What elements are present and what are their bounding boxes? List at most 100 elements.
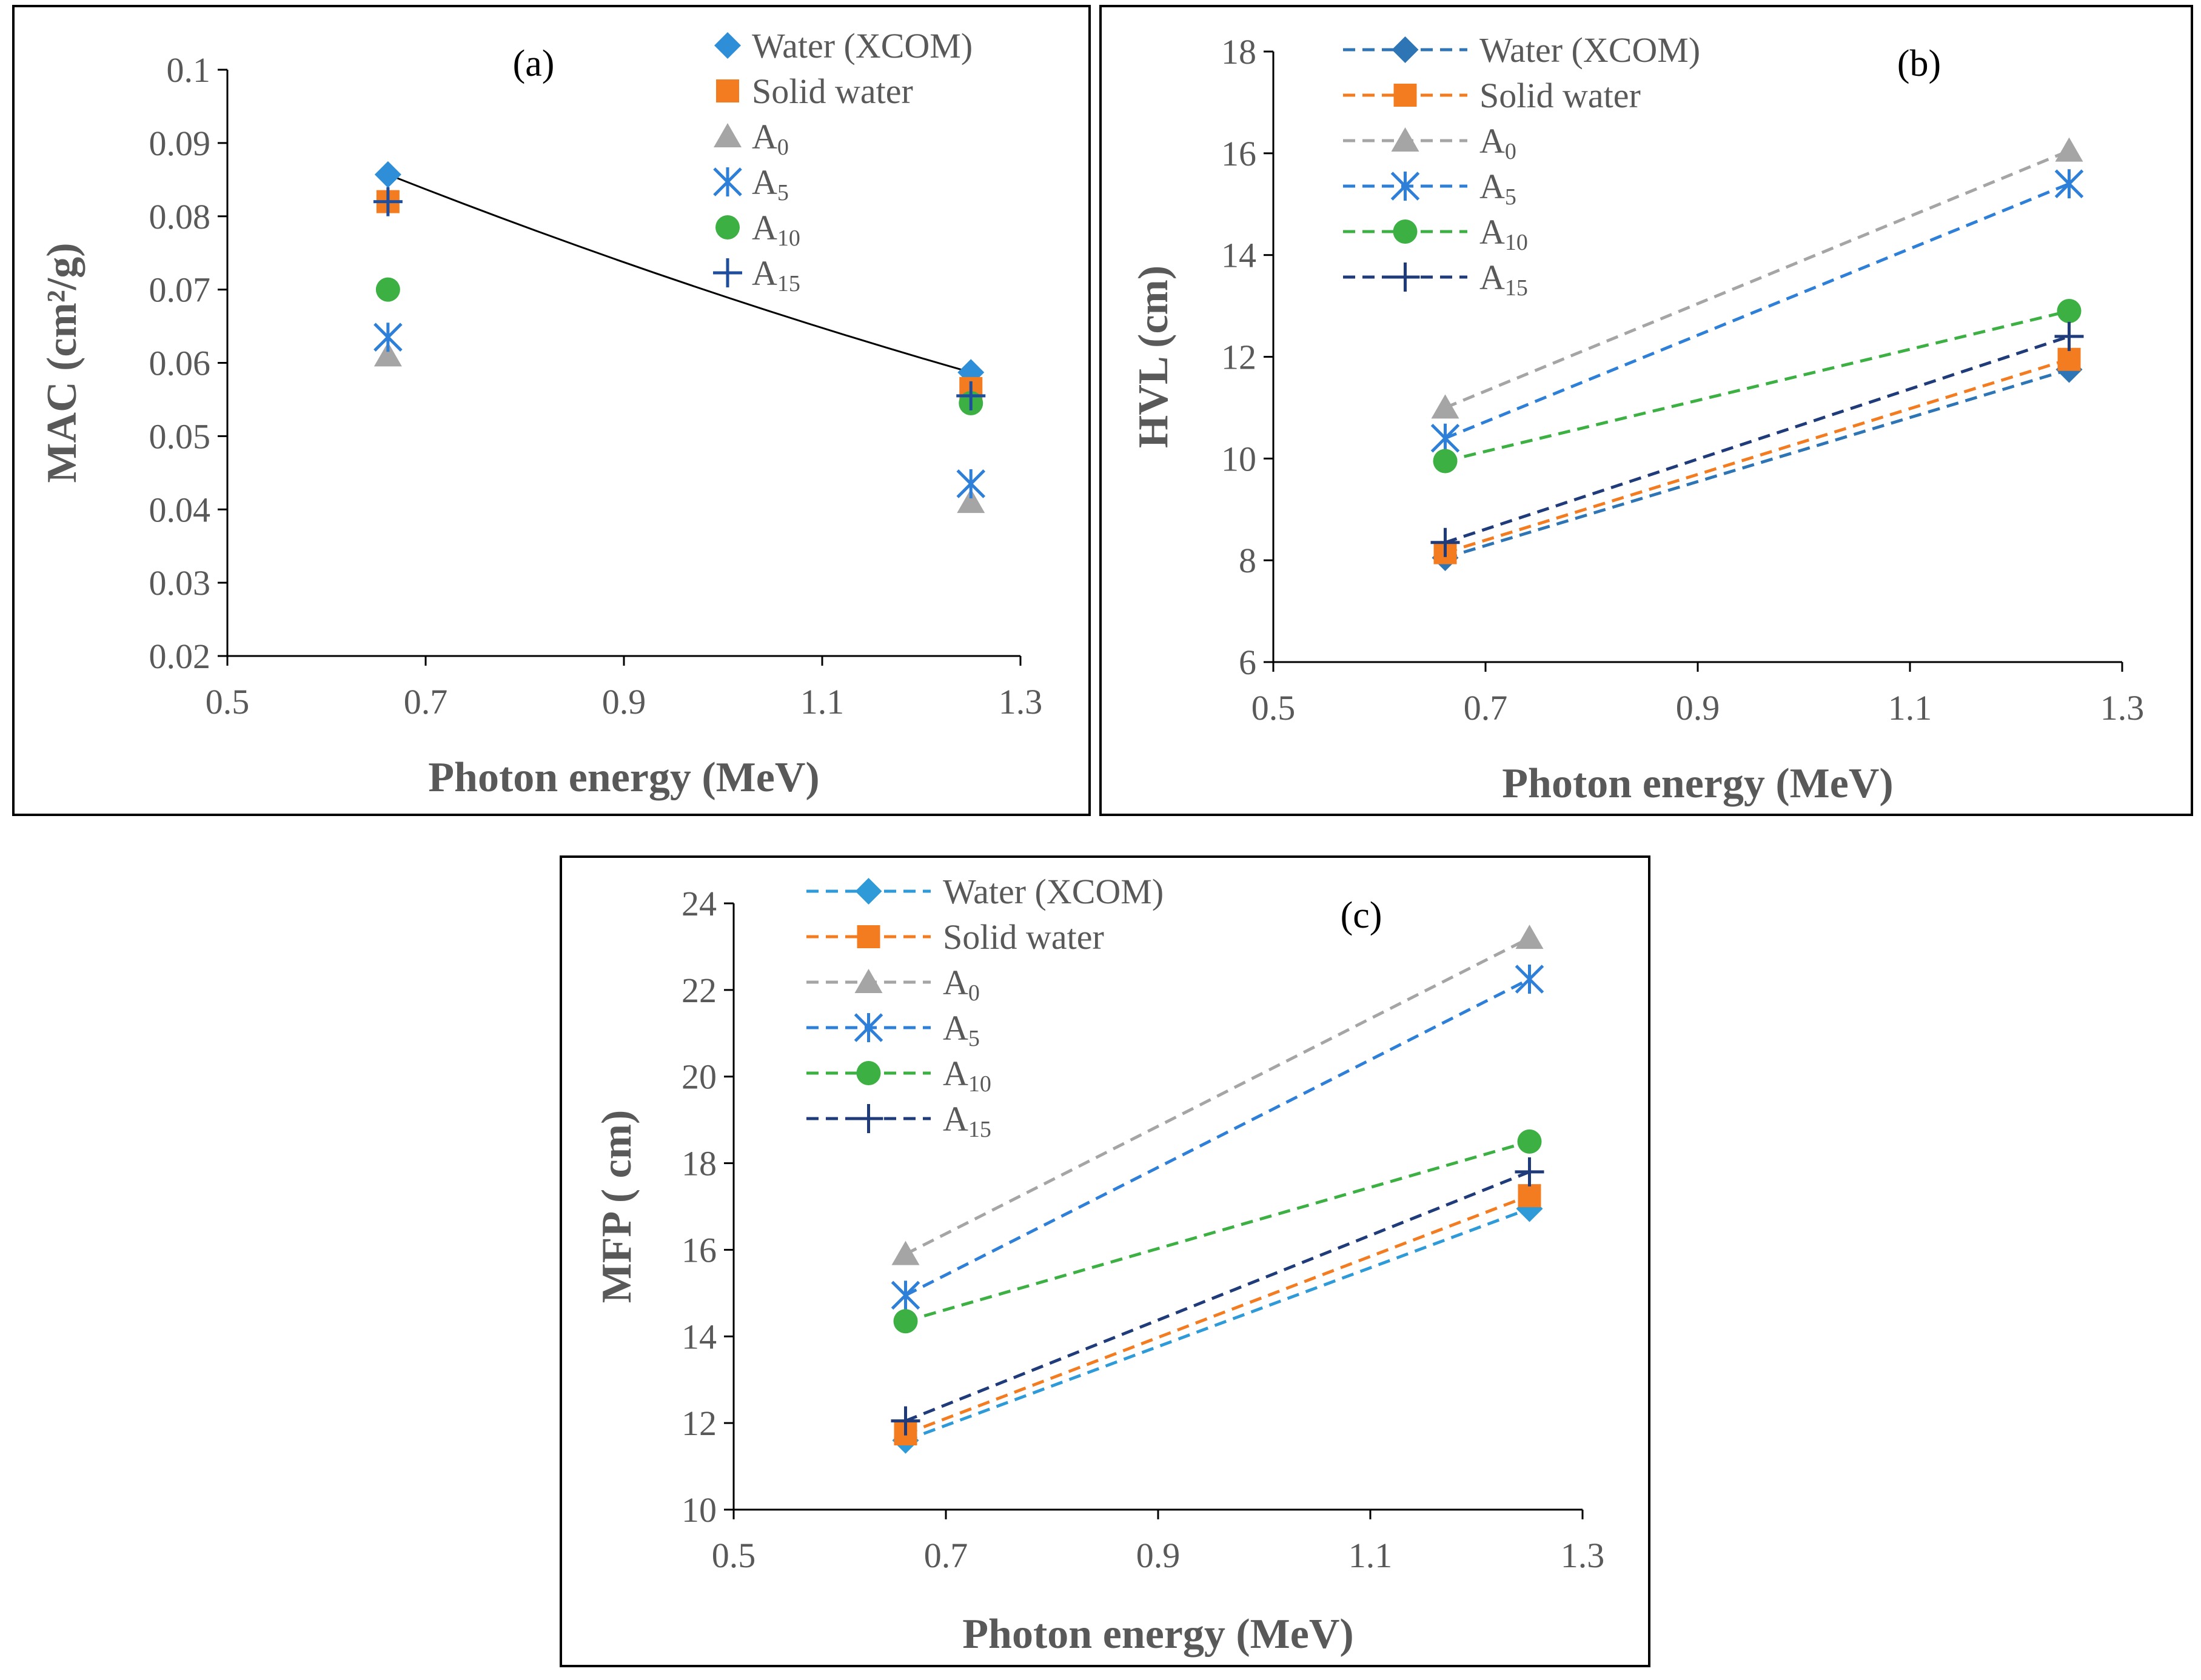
b-series-5: [1430, 321, 2084, 557]
c-legend-label: A15: [943, 1099, 991, 1142]
a-legend-label: A5: [752, 162, 789, 206]
c-legend-label: Water (XCOM): [943, 872, 1164, 911]
c-y-tick-label: 18: [682, 1144, 717, 1183]
c-series-line: [905, 977, 1530, 1297]
a-y-tick-label: 0.09: [149, 124, 211, 163]
a-y-tick-label: 0.02: [149, 637, 211, 676]
c-series-5: [891, 1157, 1544, 1436]
a-series-5: [373, 187, 986, 410]
b-series-line: [1444, 335, 2070, 544]
a-legend-marker: [715, 215, 740, 239]
b-series-line: [1444, 358, 2070, 554]
c-x-tick-label: 0.7: [924, 1536, 968, 1575]
a-y-tick-label: 0.06: [149, 344, 211, 383]
b-y-tick-label: 6: [1239, 643, 1256, 682]
c-data-point: [1517, 1129, 1542, 1154]
b-legend-label: Water (XCOM): [1479, 30, 1700, 70]
a-x-tick-label: 1.3: [999, 682, 1043, 721]
a-data-point: [375, 277, 400, 302]
b-legend-marker: [1393, 219, 1418, 244]
b-series-1: [1433, 347, 2081, 564]
a-data-point: [374, 323, 403, 352]
a-data-point: [374, 342, 402, 367]
b-x-tick-label: 0.5: [1251, 688, 1296, 728]
c-series-line: [905, 936, 1530, 1256]
c-series-3: [891, 965, 1544, 1310]
c-data-point: [1515, 1157, 1544, 1186]
a-legend-label: A15: [752, 253, 800, 296]
a-y-tick-label: 0.03: [149, 563, 211, 603]
b-y-tick-label: 10: [1221, 439, 1256, 478]
c-x-tick-label: 0.5: [712, 1536, 756, 1575]
c-legend-label: A5: [943, 1008, 980, 1051]
panel-b: 6 8 10 12 14 16 18 0.5 0.7 0.9 1.1 1.3 Photon energy…: [1130, 30, 2144, 807]
c-series-line: [905, 1194, 1530, 1436]
b-data-point: [2054, 321, 2084, 351]
panel-a: 0.02 0.03 0.04 0.05 0.06 0.07 0.08 0.09 0.1 0.5 0.…: [39, 26, 1042, 801]
b-series-line: [1444, 149, 2070, 409]
c-legend-marker: [854, 1104, 883, 1133]
c-x-tick-label: 0.9: [1136, 1536, 1181, 1575]
c-y-tick-label: 20: [682, 1057, 717, 1097]
a-y-tick-label: 0.07: [149, 270, 211, 310]
panel-a-frame: [12, 5, 1091, 816]
a-legend-label: A0: [752, 117, 789, 160]
c-data-point: [1518, 1184, 1541, 1208]
c-y-tick-label: 16: [682, 1230, 717, 1270]
c-legend-marker: [854, 969, 883, 993]
a-legend-marker: [713, 258, 742, 287]
a-trendline: [387, 173, 971, 373]
b-legend-marker: [1392, 36, 1419, 63]
c-legend-marker: [856, 1061, 881, 1085]
a-x-tick-label: 0.5: [206, 682, 250, 721]
b-legend-label: A0: [1479, 121, 1516, 164]
b-data-point: [2057, 298, 2082, 323]
b-legend-marker: [1391, 127, 1419, 152]
c-series-line: [905, 1140, 1530, 1323]
b-y-tick-label: 8: [1239, 541, 1256, 580]
b-legend-label: A5: [1479, 167, 1516, 210]
b-series-line: [1444, 309, 2070, 463]
b-legend-label: Solid water: [1479, 76, 1641, 115]
a-x-tick-label: 0.7: [404, 682, 448, 721]
b-legend-marker: [1393, 84, 1417, 107]
a-series-2: [374, 342, 985, 514]
c-y-tick-label: 12: [682, 1404, 717, 1443]
a-legend-label: Water (XCOM): [752, 26, 973, 65]
a-y-tick-label: 0.05: [149, 417, 211, 456]
b-data-point: [2055, 137, 2083, 162]
b-data-point: [1431, 394, 1459, 419]
c-data-point: [1515, 925, 1544, 949]
b-data-point: [2054, 169, 2084, 199]
b-y-tick-label: 16: [1221, 134, 1256, 173]
b-series-2: [1431, 137, 2083, 419]
c-legend-label: Solid water: [943, 917, 1104, 957]
c-series-line: [905, 1170, 1530, 1422]
a-y-tick-label: 0.08: [149, 197, 211, 236]
a-y-axis-title: MAC (cm²/g): [39, 243, 85, 483]
a-x-tick-label: 1.1: [800, 682, 845, 721]
b-y-axis-title: HVL (cm): [1130, 266, 1177, 448]
c-legend-marker: [857, 925, 880, 948]
c-legend-label: A0: [943, 963, 980, 1006]
b-data-point: [1430, 527, 1460, 557]
b-panel-label: (b): [1897, 43, 1941, 84]
c-data-point: [891, 1406, 920, 1436]
c-data-point: [891, 1280, 920, 1310]
panel-c-frame: [560, 855, 1650, 1667]
c-series-line: [905, 1207, 1530, 1442]
a-x-axis-title: Photon energy (MeV): [428, 754, 819, 801]
c-legend-marker: [854, 1013, 883, 1042]
panel-b-frame: [1099, 5, 2193, 816]
c-panel-label: (c): [1341, 895, 1382, 936]
b-data-point: [2057, 347, 2081, 371]
panel-c: 10 12 14 16 18 20 22 24 0.5 0.7 0.9 1.1 1.3 Photon en…: [594, 872, 1604, 1658]
b-y-tick-label: 14: [1221, 236, 1256, 275]
c-data-point: [1515, 965, 1544, 994]
c-series-2: [891, 925, 1544, 1265]
b-x-tick-label: 1.1: [1888, 688, 1932, 728]
